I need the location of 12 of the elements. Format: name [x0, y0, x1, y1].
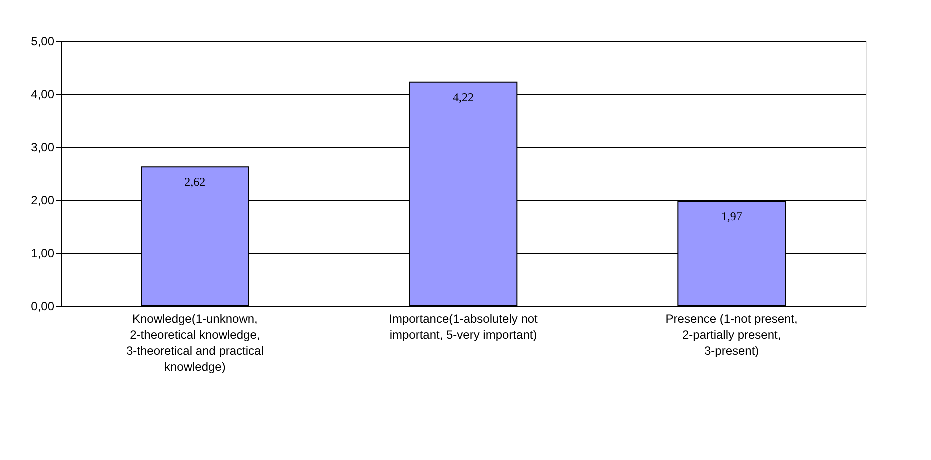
y-tick-label: 5,00: [31, 34, 55, 48]
y-tick-label: 4,00: [31, 88, 55, 102]
data-label: 1,97: [721, 210, 742, 224]
y-tick-label: 3,00: [31, 140, 55, 154]
x-tick-label: Importance(1-absolutely not important, 5-very important): [389, 312, 539, 342]
x-tick-label: Knowledge(1-unknown, 2-theoretical knowledge, 3-theoretical and practical knowledge): [126, 312, 264, 374]
y-tick-label: 1,00: [31, 246, 55, 260]
x-tick-label: Presence (1-not present, 2-partially present, 3-present): [666, 312, 798, 358]
data-label: 2,62: [184, 175, 206, 190]
y-tick-label: 2,00: [31, 194, 55, 208]
data-label: 4,22: [453, 90, 474, 104]
y-tick-label: 0,00: [31, 300, 55, 314]
